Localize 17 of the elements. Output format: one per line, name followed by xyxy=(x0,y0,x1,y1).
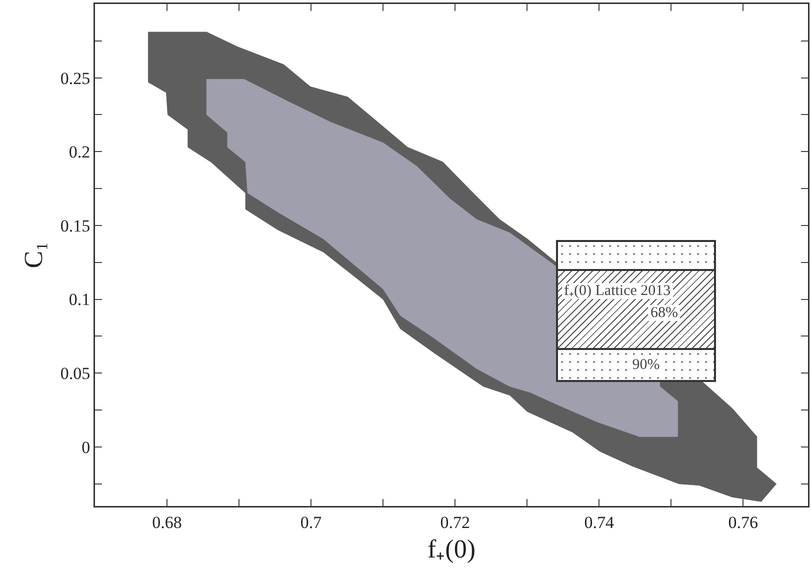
x-tick-label: 0.7 xyxy=(300,512,322,532)
x-tick-label: 0.72 xyxy=(440,512,470,532)
y-tick-label: 0 xyxy=(82,438,90,457)
y-tick-label: 0.25 xyxy=(60,68,90,88)
annotation: 68% xyxy=(648,304,680,321)
y-tick-label: 0.1 xyxy=(68,290,90,310)
y-tick-label: 0.15 xyxy=(60,216,90,236)
y-tick-label: 0.05 xyxy=(60,364,90,384)
hatched-legend-box: f₊(0) Lattice 2013 68% 90% xyxy=(556,240,716,382)
x-tick-label: 0.68 xyxy=(152,512,182,532)
annotation: f₊(0) Lattice 2013 xyxy=(562,282,673,299)
x-axis-title: f₊(0) xyxy=(428,534,476,564)
x-tick-label: 0.74 xyxy=(584,512,615,532)
annotation: 90% xyxy=(630,356,662,373)
x-tick-label: 0.76 xyxy=(728,512,758,532)
y-tick-label: 0.2 xyxy=(68,142,90,162)
y-axis-title: C₁ xyxy=(19,242,48,268)
